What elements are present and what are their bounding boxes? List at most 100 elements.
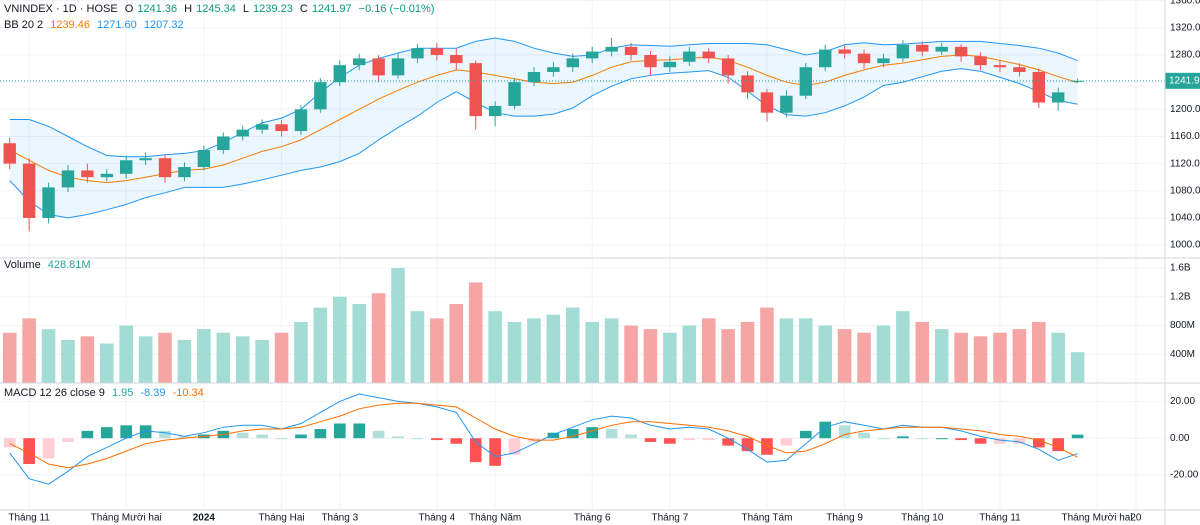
candle-body [236, 129, 249, 137]
volume-bar [2, 332, 17, 383]
candle-body [333, 65, 347, 83]
volume-title: Volume [4, 259, 41, 271]
macd-histogram-bar [139, 425, 152, 439]
candle-body [644, 54, 657, 68]
macd-histogram-bar [780, 438, 793, 446]
candle-body [372, 58, 385, 76]
volume-bar [934, 329, 949, 383]
macd-histogram-bar [916, 438, 929, 440]
macd-histogram-bar [392, 436, 404, 439]
volume-bar [740, 321, 755, 383]
candle-body [896, 44, 910, 59]
candle-body [488, 105, 502, 117]
volume-bar [371, 293, 386, 383]
y-tick-label: 1160.00 [1170, 131, 1200, 142]
volume-bar [1051, 332, 1066, 383]
macd-histogram-bar [761, 438, 773, 455]
candle-body [22, 163, 36, 218]
volume-bar [430, 318, 444, 383]
y-tick-label: 1.2B [1170, 291, 1191, 302]
candle-body [255, 124, 269, 130]
macd-histogram-bar [974, 438, 987, 444]
x-tick-label: 20 [1130, 513, 1142, 524]
candle-body [314, 82, 327, 110]
candle-body [61, 170, 75, 188]
y-tick-label: 400M [1170, 349, 1195, 360]
bb-line [9, 37, 1078, 158]
ohlc-key: C [299, 3, 308, 15]
y-tick-label: 1000.00 [1170, 240, 1200, 251]
macd-histogram-bar [489, 438, 501, 466]
macd-histogram-bar [994, 438, 1006, 444]
volume-bar [896, 311, 910, 383]
candle-body [760, 92, 774, 113]
volume-bar [915, 321, 930, 383]
macd-histogram-bar [566, 429, 579, 439]
x-tick-label: Tháng Mười hai [91, 513, 162, 524]
macd-histogram-bar [469, 438, 482, 463]
candle-body [993, 65, 1007, 68]
x-tick-label: Tháng Hai [258, 513, 304, 524]
signal-line [9, 402, 1078, 469]
macd-histogram-bar [741, 438, 754, 452]
x-tick-label: Tháng 11 [8, 513, 50, 524]
ohlc-key: O [124, 3, 134, 15]
x-tick-label: Tháng 9 [826, 513, 863, 524]
macd-histogram-bar [295, 434, 307, 439]
volume-bar [682, 325, 697, 383]
candle-body [974, 56, 987, 66]
volume-bar [585, 321, 600, 383]
candle-body [81, 170, 94, 178]
macd-histogram-bar [858, 432, 870, 439]
candle-body [352, 58, 366, 66]
candle-body [585, 51, 599, 59]
y-tick-label: 1360.00 [1170, 0, 1200, 6]
macd-legend: MACD 12 26 close 9 1.95 -8.39 -10.34 [4, 387, 208, 399]
macd-histogram-bar [586, 427, 599, 439]
macd-title: MACD 12 26 close 9 [4, 387, 105, 399]
ohlc-high: 1245.34 [196, 3, 236, 15]
ohlc-key: L [242, 3, 250, 15]
candle-body [877, 58, 890, 64]
macd-value: -8.39 [140, 387, 166, 399]
volume-bar [973, 336, 988, 383]
volume-bar [779, 318, 794, 383]
macd-histogram-bar [935, 438, 948, 440]
ohlc-low: 1239.23 [253, 3, 293, 15]
candle-body [42, 187, 55, 218]
volume-bar [488, 311, 502, 383]
candle-body [508, 82, 521, 106]
bb-upper-value: 1271.60 [97, 19, 137, 31]
volume-bar [449, 303, 464, 383]
candle-body [683, 51, 696, 62]
y-tick-label: 1120.00 [1170, 158, 1200, 169]
macd-histogram-bar [411, 438, 424, 440]
candle-body [527, 71, 541, 83]
macd-histogram-bar [62, 438, 74, 442]
macd-histogram-bar [644, 438, 657, 442]
volume-bar [391, 268, 405, 383]
volume-bar [313, 307, 328, 383]
volume-bar [546, 314, 561, 383]
macd-line [9, 393, 1078, 485]
macd-histogram-bar [1013, 438, 1026, 444]
volume-bar [80, 336, 95, 383]
macd-histogram-bar [23, 438, 35, 464]
macd-histogram-bar [799, 430, 812, 439]
x-tick-label: Tháng Tám [741, 513, 792, 524]
macd-histogram-bar [877, 438, 890, 440]
x-tick-label: Tháng Năm [469, 513, 521, 524]
macd-histogram-bar [664, 438, 676, 444]
x-tick-label: Tháng 6 [574, 513, 611, 524]
macd-histogram-bar [42, 438, 55, 459]
macd-histogram-bar [508, 438, 521, 455]
macd-histogram-bar [1071, 434, 1084, 439]
volume-bar [332, 296, 347, 383]
candle-body [119, 160, 133, 174]
macd-histogram-bar [314, 429, 327, 439]
macd-histogram-bar [353, 423, 366, 439]
candle-body [275, 124, 288, 132]
candle-body [217, 136, 230, 151]
candle-body [741, 75, 754, 93]
candle-body [916, 44, 929, 52]
